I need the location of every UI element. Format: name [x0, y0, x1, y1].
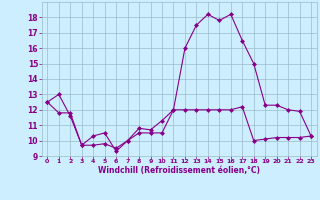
X-axis label: Windchill (Refroidissement éolien,°C): Windchill (Refroidissement éolien,°C) — [98, 166, 260, 175]
